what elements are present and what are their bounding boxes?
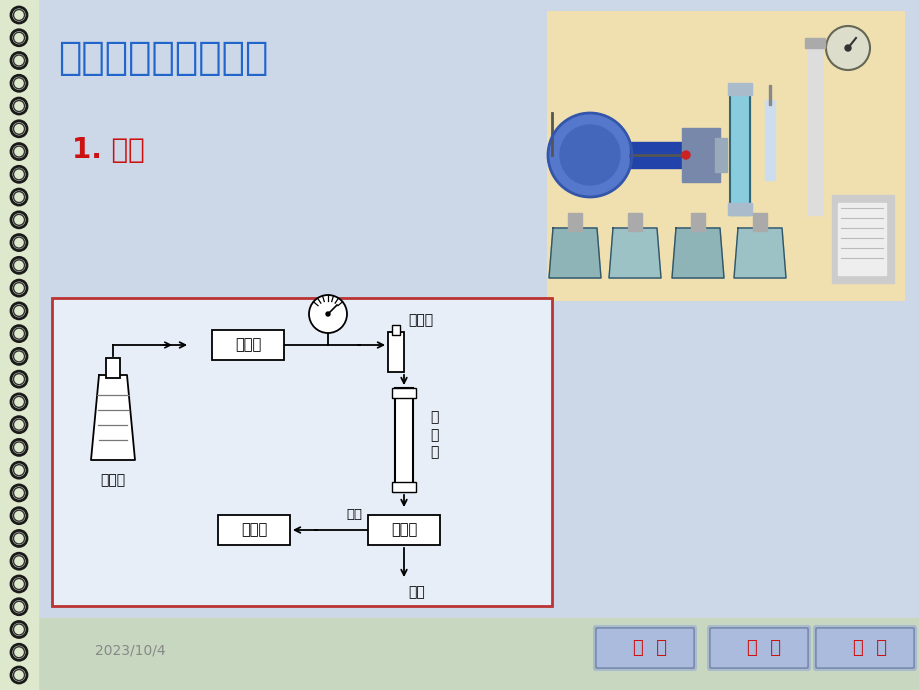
Bar	[831, 195, 893, 283]
Text: 检测器: 检测器	[391, 522, 416, 538]
Circle shape	[14, 283, 25, 294]
FancyBboxPatch shape	[709, 628, 807, 668]
Circle shape	[14, 624, 25, 635]
Bar	[714, 138, 726, 172]
Bar	[567, 213, 582, 231]
Polygon shape	[91, 375, 135, 460]
Bar	[681, 128, 720, 182]
Bar	[211, 330, 284, 360]
Circle shape	[825, 26, 869, 70]
Text: 下  页: 下 页	[746, 639, 780, 657]
FancyBboxPatch shape	[594, 626, 696, 670]
Bar	[765, 100, 774, 180]
Circle shape	[14, 396, 25, 407]
Circle shape	[14, 669, 25, 680]
Circle shape	[14, 419, 25, 430]
Circle shape	[548, 113, 631, 197]
Circle shape	[14, 601, 25, 612]
Circle shape	[844, 45, 850, 51]
Circle shape	[14, 578, 25, 589]
Circle shape	[14, 237, 25, 248]
Circle shape	[309, 295, 346, 333]
Circle shape	[14, 306, 25, 316]
Circle shape	[14, 510, 25, 521]
Bar	[0, 0, 38, 690]
Polygon shape	[608, 228, 660, 278]
Polygon shape	[549, 228, 600, 278]
Text: 高压泵: 高压泵	[234, 337, 261, 353]
Bar	[391, 325, 400, 335]
Circle shape	[325, 312, 330, 316]
Text: 贮液瓶: 贮液瓶	[100, 473, 125, 487]
FancyBboxPatch shape	[596, 628, 693, 668]
Bar	[52, 298, 551, 606]
Text: 进样器: 进样器	[407, 313, 433, 327]
Circle shape	[14, 32, 25, 43]
Bar	[394, 388, 413, 492]
Circle shape	[14, 124, 25, 135]
Circle shape	[14, 374, 25, 384]
Bar	[368, 515, 439, 545]
Circle shape	[14, 464, 25, 475]
Circle shape	[14, 487, 25, 498]
Text: 分
离
柱: 分 离 柱	[429, 411, 437, 460]
Circle shape	[14, 55, 25, 66]
Bar	[690, 213, 704, 231]
Circle shape	[14, 555, 25, 566]
Circle shape	[14, 146, 25, 157]
Bar	[38, 0, 919, 618]
Polygon shape	[671, 228, 723, 278]
Bar	[630, 142, 685, 168]
FancyBboxPatch shape	[815, 628, 913, 668]
Polygon shape	[733, 228, 785, 278]
Text: 上  页: 上 页	[632, 639, 666, 657]
Bar	[752, 213, 766, 231]
Text: 返  回: 返 回	[852, 639, 886, 657]
Circle shape	[14, 192, 25, 203]
Bar	[38, 618, 919, 690]
Bar	[729, 85, 749, 215]
Bar	[727, 203, 751, 215]
Bar	[729, 85, 749, 215]
Bar	[391, 388, 415, 398]
Circle shape	[14, 328, 25, 339]
Bar	[548, 12, 903, 300]
Bar	[807, 40, 821, 215]
Bar	[837, 203, 885, 275]
Circle shape	[681, 151, 689, 159]
FancyBboxPatch shape	[813, 626, 915, 670]
Bar	[106, 358, 119, 378]
FancyBboxPatch shape	[708, 626, 809, 670]
Circle shape	[14, 169, 25, 180]
Bar	[391, 482, 415, 492]
Text: 2023/10/4: 2023/10/4	[95, 644, 165, 658]
Circle shape	[14, 533, 25, 544]
Circle shape	[14, 10, 25, 21]
Circle shape	[14, 101, 25, 112]
Bar	[804, 38, 824, 48]
Text: 信号: 信号	[346, 508, 361, 521]
Text: 二、流程及主要部件: 二、流程及主要部件	[58, 39, 268, 77]
Bar	[727, 83, 751, 95]
Circle shape	[14, 78, 25, 89]
Circle shape	[14, 260, 25, 271]
Circle shape	[14, 442, 25, 453]
Text: 记录仪: 记录仪	[241, 522, 267, 538]
Text: 1. 流程: 1. 流程	[72, 136, 144, 164]
Bar	[628, 213, 641, 231]
Circle shape	[560, 125, 619, 185]
Bar	[388, 332, 403, 372]
Bar	[768, 85, 770, 105]
Circle shape	[14, 647, 25, 658]
Bar	[218, 515, 289, 545]
Circle shape	[14, 351, 25, 362]
Circle shape	[14, 215, 25, 226]
Text: 废液: 废液	[407, 585, 425, 599]
